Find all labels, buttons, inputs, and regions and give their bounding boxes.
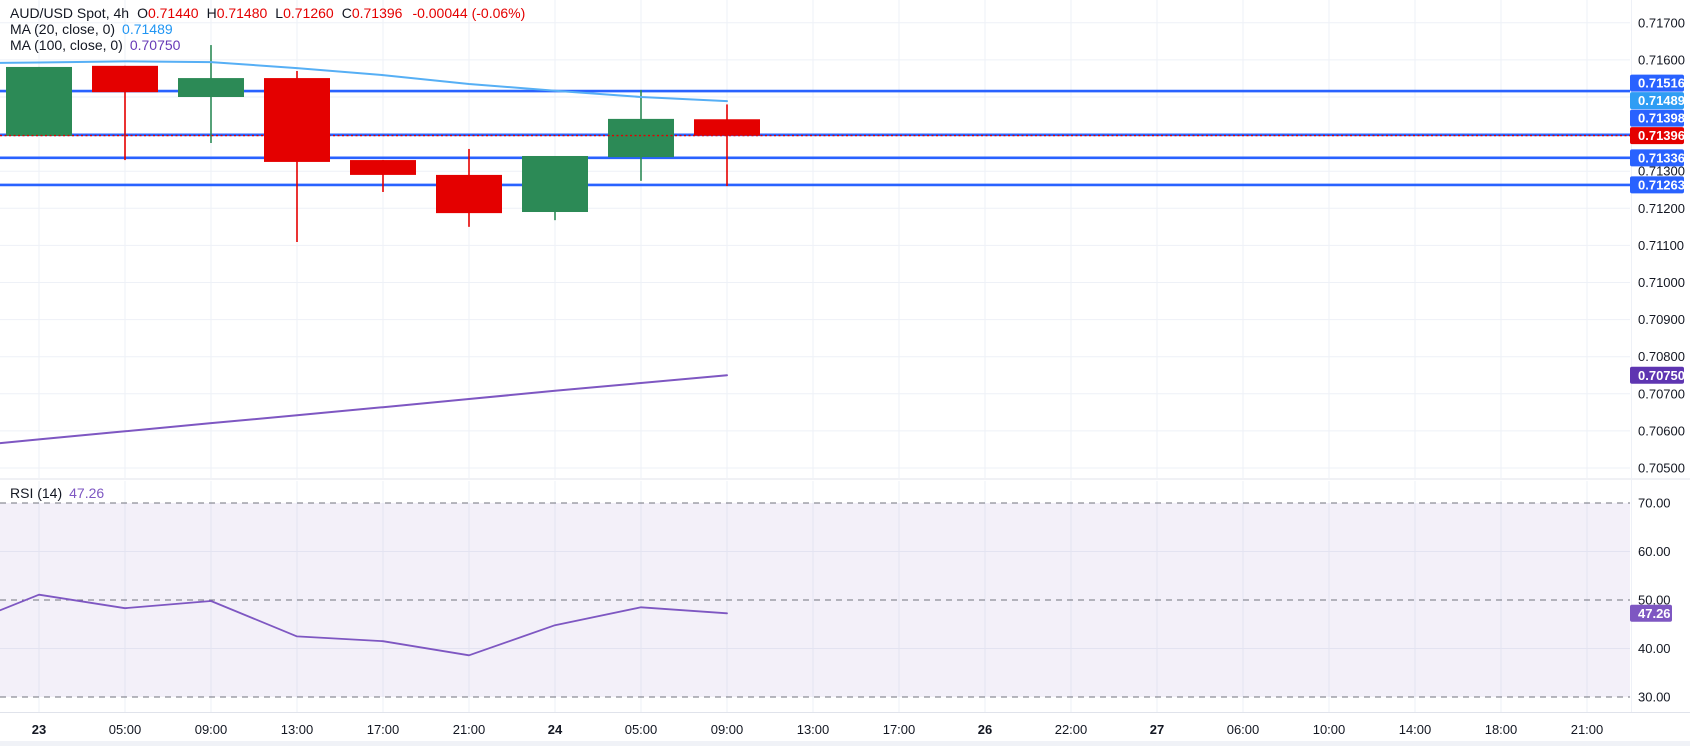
time-tick-label: 21:00 [453,722,486,737]
rsi-value: 47.26 [69,485,105,501]
candle[interactable] [350,160,416,192]
axis-badge: 0.71263 [1630,176,1685,194]
rsi-tick-label: 40.00 [1638,641,1671,656]
axis-badge: 0.71398 [1630,109,1685,127]
high-pair: H0.71480 [207,5,268,21]
time-tick-label: 17:00 [883,722,916,737]
candle[interactable] [264,71,330,243]
open-value: 0.71440 [147,5,199,21]
price-tick-label: 0.70500 [1638,461,1685,476]
price-tick-label: 0.71300 [1638,164,1685,179]
time-tick-label: 22:00 [1055,722,1088,737]
price-tick-label: 0.71000 [1638,275,1685,290]
symbol-title[interactable]: AUD/USD Spot, 4h [10,5,130,21]
time-tick-label: 05:00 [625,722,658,737]
ma100-legend-row[interactable]: MA (100, close, 0) 0.70750 [10,37,525,53]
axis-badge: 0.71336 [1630,149,1685,167]
time-tick-label: 09:00 [711,722,744,737]
price-tick-label: 0.71200 [1638,201,1685,216]
time-tick-label: 09:00 [195,722,228,737]
ma100-line[interactable] [0,374,728,445]
axis-badge: 0.71489 [1630,92,1685,110]
open-pair: O0.71440 [137,5,199,21]
svg-text:0.71516: 0.71516 [1638,76,1685,91]
low-value: 0.71260 [283,5,334,21]
low-label: L [275,5,284,21]
rsi-line[interactable] [0,593,728,657]
change-value: -0.00044 (-0.06%) [412,5,526,21]
open-label: O [137,5,148,21]
price-axis-badges: 0.70750 0.71263 0.71336 0.71396 0.71398 0.714… [1630,74,1685,622]
axis-badge: 47.26 [1630,604,1672,622]
price-tick-label: 0.70800 [1638,349,1685,364]
high-label: H [206,5,217,21]
axis-badge: 0.71516 [1630,74,1685,92]
svg-text:0.71336: 0.71336 [1638,150,1685,165]
axis-badge: 0.70750 [1630,366,1685,384]
time-tick-label: 21:00 [1571,722,1604,737]
price-tick-label: 0.70600 [1638,423,1685,438]
price-tick-label: 0.70900 [1638,312,1685,327]
price-pane-legend: AUD/USD Spot, 4h O0.71440 H0.71480 L0.71260… [10,5,525,53]
time-tick-label: 24 [548,722,563,737]
close-label: C [341,5,352,21]
svg-text:47.26: 47.26 [1638,606,1671,621]
time-axis[interactable]: 23 05:00 09:00 13:00 17:00 21:00 24 05:00 09:00 1… [32,722,1604,737]
candle[interactable] [608,89,674,181]
candles-layer [6,45,760,243]
close-value: 0.71396 [351,5,403,21]
svg-text:0.71396: 0.71396 [1638,128,1685,143]
price-tick-label: 0.71600 [1638,52,1685,67]
candle[interactable] [522,155,588,221]
rsi-tick-label: 70.00 [1638,496,1671,511]
time-tick-label: 06:00 [1227,722,1260,737]
candle[interactable] [694,104,760,187]
ma20-label: MA (20, close, 0) [10,21,116,37]
time-tick-label: 26 [978,722,992,737]
time-tick-label: 17:00 [367,722,400,737]
symbol-legend-row[interactable]: AUD/USD Spot, 4h O0.71440 H0.71480 L0.71260… [10,5,525,21]
low-pair: L0.71260 [275,5,333,21]
grid-layer [0,0,1630,712]
time-tick-label: 13:00 [281,722,314,737]
ma20-legend-row[interactable]: MA (20, close, 0) 0.71489 [10,21,525,37]
svg-text:0.70750: 0.70750 [1638,368,1685,383]
time-tick-label: 18:00 [1485,722,1518,737]
time-tick-label: 27 [1150,722,1164,737]
price-tick-label: 0.70700 [1638,386,1685,401]
candle[interactable] [92,65,158,161]
candle[interactable] [6,66,72,136]
ma20-line[interactable] [0,60,728,103]
close-pair: C0.71396 [342,5,403,21]
axis-badge: 0.71396 [1630,127,1685,145]
price-tick-label: 0.71100 [1638,238,1684,253]
rsi-legend-row[interactable]: RSI (14) 47.26 [10,485,104,501]
rsi-label: RSI (14) [10,485,63,501]
rsi-tick-label: 30.00 [1638,690,1671,705]
rsi-pane-legend: RSI (14) 47.26 [10,485,104,501]
price-tick-label: 0.71700 [1638,15,1685,30]
time-tick-label: 05:00 [109,722,142,737]
rsi-tick-label: 60.00 [1638,544,1671,559]
time-tick-label: 23 [32,722,46,737]
rsi-tick-label: 50.00 [1638,593,1671,608]
rsi-pane[interactable] [0,502,1630,698]
ma100-value: 0.70750 [129,37,181,53]
candle[interactable] [436,148,502,227]
svg-text:0.71489: 0.71489 [1638,93,1685,108]
svg-text:0.71263: 0.71263 [1638,177,1685,192]
price-axis[interactable]: 0.71700 0.71600 0.71300 0.71200 0.71100 0.710… [1638,15,1685,704]
time-tick-label: 13:00 [797,722,830,737]
ma100-label: MA (100, close, 0) [10,37,123,53]
high-value: 0.71480 [216,5,268,21]
time-tick-label: 10:00 [1313,722,1346,737]
ma20-value: 0.71489 [122,21,173,37]
svg-text:0.71398: 0.71398 [1638,111,1685,126]
time-tick-label: 14:00 [1399,722,1432,737]
